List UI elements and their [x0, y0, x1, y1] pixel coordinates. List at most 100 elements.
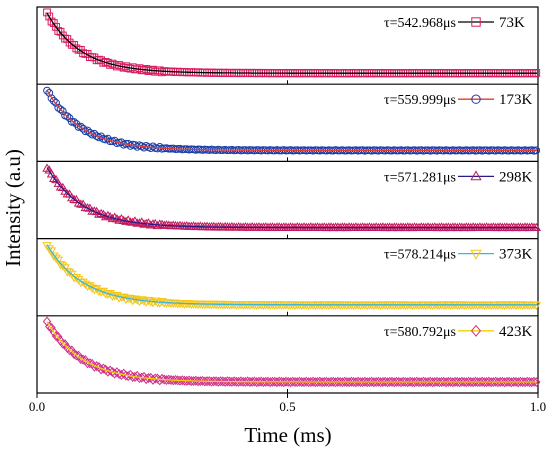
data-point [434, 301, 445, 311]
data-point [58, 262, 68, 271]
data-point [49, 252, 59, 261]
data-point [45, 12, 54, 21]
data-point [317, 377, 327, 388]
data-point [109, 212, 120, 221]
data-point [51, 330, 61, 341]
data-point [137, 372, 146, 383]
data-point [65, 345, 74, 356]
data-point [531, 301, 542, 311]
series-298K-fit [46, 167, 537, 229]
data-point [306, 222, 316, 231]
data-point [155, 142, 164, 151]
data-point [435, 377, 444, 388]
x-tick-label: 0.0 [29, 399, 45, 414]
data-point [488, 222, 499, 231]
series-423K-points [42, 316, 541, 388]
data-point [72, 44, 81, 53]
data-point [63, 112, 72, 121]
legend-label: 423K [499, 324, 533, 340]
data-point [49, 326, 59, 338]
data-point [67, 117, 76, 126]
data-point [141, 298, 151, 307]
data-point [67, 192, 77, 202]
data-point [134, 297, 145, 307]
data-point [85, 128, 94, 137]
data-point [247, 222, 257, 231]
data-point [79, 49, 87, 58]
panel-73K: τ=542.968μs 73K [36, 8, 541, 85]
x-axis: 0.0 0.5 1.0 [29, 393, 546, 414]
data-point [76, 122, 85, 131]
legend-marker [471, 94, 481, 104]
data-point [105, 365, 115, 376]
data-point [436, 222, 447, 231]
data-point [375, 301, 386, 311]
series-73K-fit [46, 12, 537, 74]
data-point [49, 173, 59, 183]
panel-173K: τ=559.999μs 173K [36, 83, 541, 162]
tau-annotation: τ=542.968μs [384, 16, 456, 31]
data-point [47, 322, 56, 333]
data-point [369, 301, 379, 311]
data-point [310, 301, 321, 311]
legend-label: 173K [499, 92, 533, 108]
data-point [258, 301, 269, 310]
data-point [49, 97, 58, 105]
data-point [51, 254, 61, 263]
data-point [65, 114, 74, 122]
series-173K-points [43, 86, 541, 155]
data-point [324, 301, 334, 311]
tau-annotation: τ=578.214μs [384, 248, 456, 263]
data-point [116, 213, 127, 223]
data-point [154, 299, 165, 308]
data-point [209, 221, 219, 231]
series-373K-points [42, 242, 542, 311]
data-point [532, 377, 541, 388]
tau-annotation: τ=559.999μs [384, 93, 456, 108]
legend-label: 73K [499, 15, 525, 31]
data-point [71, 274, 82, 283]
data-point [121, 295, 131, 305]
data-point [83, 126, 92, 135]
tau-annotation: τ=571.281μs [384, 170, 456, 185]
data-point [53, 256, 64, 265]
legend-marker [470, 324, 482, 337]
data-point [369, 377, 379, 388]
data-point [371, 222, 381, 231]
data-point [157, 373, 167, 384]
panel-298K: τ=571.281μs 298K [36, 160, 542, 239]
data-point [251, 301, 262, 310]
data-point [127, 297, 138, 306]
data-point [311, 377, 320, 388]
data-point [144, 373, 153, 384]
data-point [47, 94, 56, 103]
data-point [145, 298, 156, 307]
data-point [42, 163, 52, 172]
data-point [130, 371, 140, 382]
data-point [99, 363, 108, 374]
data-point [378, 222, 388, 231]
data-point [317, 301, 327, 311]
data-point [65, 38, 74, 47]
data-point [43, 86, 51, 95]
data-point [195, 221, 206, 230]
panels-layer: τ=542.968μs 73K τ=559.999μs 173K τ=571.281μs… [36, 6, 542, 394]
data-point [44, 165, 55, 174]
data-point [45, 88, 54, 97]
series-373K-fit [46, 244, 537, 306]
data-point [47, 17, 56, 26]
data-point [55, 182, 66, 191]
data-point [427, 301, 438, 311]
data-point [529, 376, 539, 387]
x-tick-label: 1.0 [530, 399, 546, 414]
legend-label: 298K [499, 169, 533, 185]
data-point [46, 169, 57, 178]
data-point [60, 264, 70, 273]
legend-marker [470, 170, 482, 181]
data-point [493, 377, 503, 388]
data-point [79, 124, 87, 133]
data-point [73, 198, 84, 207]
data-point [157, 219, 167, 228]
panel-373K: τ=578.214μs 373K [36, 238, 542, 316]
